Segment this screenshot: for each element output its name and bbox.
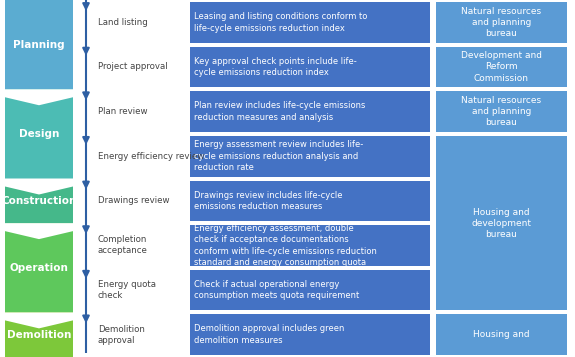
- Bar: [190, 2, 430, 42]
- Bar: [5, 312, 73, 357]
- Text: Energy quota
check: Energy quota check: [98, 280, 156, 300]
- Text: Leasing and listing conditions conform to
life-cycle emissions reduction index: Leasing and listing conditions conform t…: [194, 12, 367, 32]
- Bar: [5, 223, 73, 312]
- Text: Drawings review: Drawings review: [98, 196, 170, 205]
- Text: Housing and: Housing and: [473, 330, 530, 339]
- Text: Energy assessment review includes life-
cycle emissions reduction analysis and
r: Energy assessment review includes life- …: [194, 140, 363, 172]
- Bar: [190, 47, 430, 87]
- Bar: [190, 225, 430, 266]
- Bar: [5, 89, 73, 178]
- Bar: [436, 91, 567, 132]
- Text: Natural resources
and planning
bureau: Natural resources and planning bureau: [461, 7, 542, 38]
- Bar: [436, 136, 567, 310]
- Bar: [190, 91, 430, 132]
- Bar: [436, 315, 567, 355]
- Text: Construction: Construction: [1, 196, 76, 206]
- Bar: [190, 136, 430, 176]
- Text: Demolition approval includes green
demolition measures: Demolition approval includes green demol…: [194, 325, 344, 345]
- Bar: [190, 315, 430, 355]
- Text: Demolition
approval: Demolition approval: [98, 325, 145, 345]
- Text: Planning: Planning: [13, 40, 65, 50]
- Bar: [436, 2, 567, 42]
- Text: Demolition: Demolition: [7, 330, 71, 340]
- Text: Housing and
development
bureau: Housing and development bureau: [472, 207, 531, 239]
- Text: Land listing: Land listing: [98, 18, 148, 27]
- Bar: [190, 270, 430, 310]
- Polygon shape: [5, 178, 73, 195]
- Polygon shape: [5, 89, 73, 105]
- Text: Design: Design: [19, 129, 59, 139]
- Bar: [190, 181, 430, 221]
- Text: Plan review includes life-cycle emissions
reduction measures and analysis: Plan review includes life-cycle emission…: [194, 101, 365, 122]
- Text: Development and
Reform
Commission: Development and Reform Commission: [461, 51, 542, 82]
- Text: Energy efficiency assessment, double
check if acceptance documentations
conform : Energy efficiency assessment, double che…: [194, 224, 377, 267]
- Text: Check if actual operational energy
consumption meets quota requirement: Check if actual operational energy consu…: [194, 280, 359, 300]
- Bar: [436, 47, 567, 87]
- Text: Drawings review includes life-cycle
emissions reduction measures: Drawings review includes life-cycle emis…: [194, 191, 343, 211]
- Text: Completion
acceptance: Completion acceptance: [98, 235, 148, 256]
- Polygon shape: [5, 223, 73, 239]
- Text: Project approval: Project approval: [98, 62, 168, 71]
- Text: Key approval check points include life-
cycle emissions reduction index: Key approval check points include life- …: [194, 57, 356, 77]
- Text: Operation: Operation: [10, 263, 68, 273]
- Text: Natural resources
and planning
bureau: Natural resources and planning bureau: [461, 96, 542, 127]
- Bar: [5, 178, 73, 223]
- Bar: [5, 0, 73, 89]
- Text: Plan review: Plan review: [98, 107, 148, 116]
- Polygon shape: [5, 312, 73, 328]
- Text: Energy efficiency review: Energy efficiency review: [98, 152, 204, 161]
